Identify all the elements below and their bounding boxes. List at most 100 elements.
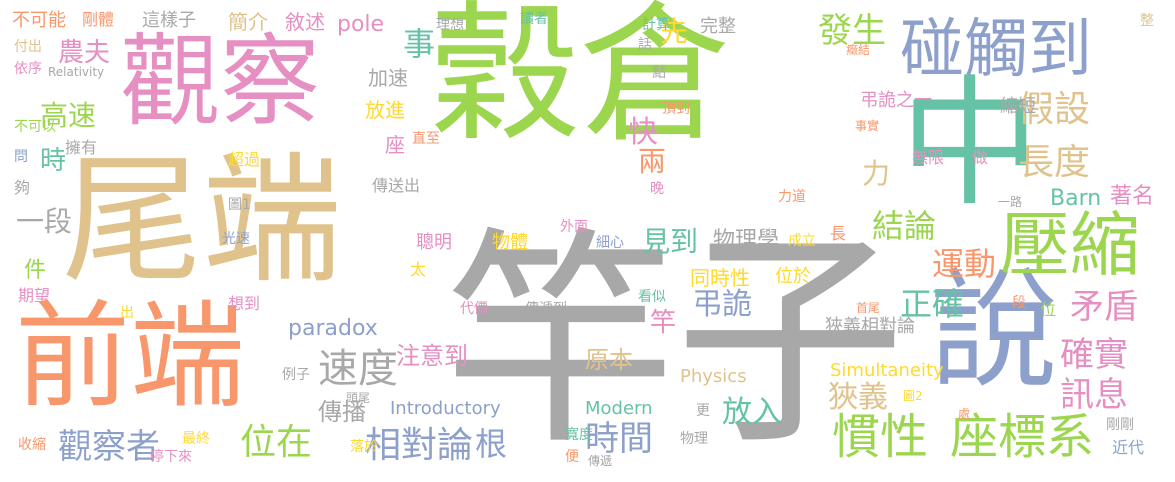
word: 付出 (14, 40, 42, 54)
word: 慣性 (832, 413, 928, 461)
word: 狹義相對論 (825, 318, 915, 336)
word: 超過 (228, 152, 260, 168)
word: 結論 (872, 210, 936, 242)
word: 時間 (585, 422, 653, 456)
word: 細心 (596, 236, 624, 250)
word: 農夫 (58, 40, 110, 66)
word: 位 (1040, 302, 1056, 318)
word: Simultaneity (830, 362, 944, 380)
word: 收縮 (18, 438, 46, 452)
word: 處 (958, 408, 970, 420)
word: 物體 (492, 234, 528, 252)
word: 事 (403, 28, 435, 60)
word: 座 (385, 135, 405, 155)
word: 原本 (585, 348, 633, 372)
word: 落於 (350, 440, 378, 454)
word: 圖1 (228, 198, 251, 212)
word: 物理學 (713, 230, 779, 252)
word: 縮短 (1000, 98, 1036, 116)
word: 剛體 (82, 12, 114, 28)
word: 近代 (1112, 440, 1144, 456)
word: Barn (1050, 188, 1101, 210)
word: 確實 (1060, 338, 1128, 372)
word: 太 (410, 262, 426, 278)
word: Relativity (48, 66, 104, 78)
word: 見到 (642, 228, 698, 256)
word: 晚 (650, 182, 664, 196)
word: 想到 (228, 296, 260, 312)
word: 直至 (412, 132, 440, 146)
word: 整 (1140, 14, 1154, 28)
word: 傳送出 (372, 178, 420, 194)
word: 圖2 (903, 390, 923, 402)
word: 物理 (680, 432, 708, 446)
word: 長 (830, 226, 846, 242)
word: 點 (652, 66, 666, 80)
word: 無限 (912, 150, 944, 166)
word: 壓縮 (1000, 210, 1140, 280)
word: 狹義 (828, 383, 888, 413)
word: Physics (680, 368, 747, 386)
word: 竿 (650, 310, 676, 336)
word: pole (337, 14, 384, 36)
word: Modern (585, 400, 653, 418)
word: 頂到 (662, 102, 690, 116)
word: 長度 (1018, 145, 1090, 181)
word: 件 (24, 260, 46, 282)
word: 出 (120, 306, 134, 320)
word: 話 (638, 38, 652, 52)
word: 首尾 (856, 302, 880, 314)
word: 擁有 (65, 140, 97, 156)
word: 位於 (775, 268, 811, 286)
word: 完整 (700, 18, 736, 36)
word: 相對論 (365, 428, 473, 464)
word: 放進 (365, 100, 405, 120)
word: 力道 (778, 190, 806, 204)
word: 夠 (14, 180, 30, 196)
word: 力 (862, 160, 890, 188)
word: 光速 (222, 232, 250, 246)
word: 不可能 (12, 12, 66, 30)
word: 矛盾 (1070, 290, 1138, 324)
word: 頭尾 (346, 392, 370, 404)
word: 事實 (855, 120, 879, 132)
word: 著名 (1110, 186, 1154, 208)
word: 尾端 (62, 152, 342, 292)
word: 計算 (642, 18, 670, 32)
word: 理想 (436, 18, 464, 32)
word: 這樣子 (142, 12, 196, 30)
word: 代價 (460, 302, 488, 316)
word: 加速 (368, 68, 408, 88)
word: paradox (288, 318, 378, 340)
word: 注意到 (396, 344, 468, 368)
word: 簡介 (228, 12, 268, 32)
word: 傳遞到 (525, 302, 567, 316)
word: 時 (40, 148, 66, 174)
word: 便 (565, 450, 579, 464)
word: 讀者 (520, 12, 548, 26)
word: 訊息 (1060, 378, 1128, 412)
word: 同時性 (690, 268, 750, 288)
word: 外面 (560, 220, 588, 234)
word: 剛剛 (1106, 418, 1134, 432)
word: 座標系 (950, 413, 1094, 461)
word: 快 (628, 118, 658, 148)
word: 期望 (18, 288, 50, 304)
word: 一段 (16, 208, 72, 236)
word: 弔詭之一 (860, 92, 932, 110)
word: 觀察者 (58, 430, 160, 464)
word: 依序 (14, 62, 42, 76)
word: 速度 (318, 349, 398, 389)
word: 兩 (638, 148, 666, 176)
word: 看似 (638, 290, 666, 304)
word: 放入 (722, 398, 782, 428)
word: 聰明 (416, 234, 452, 252)
word: 癥結 (846, 44, 870, 56)
word: 問 (14, 150, 28, 164)
word: 不可以 (14, 120, 56, 134)
word: 運動 (932, 248, 996, 280)
word: Introductory (390, 400, 501, 418)
word: 根 (475, 428, 507, 460)
word: 觀察 (120, 32, 320, 132)
word: 弔詭 (692, 290, 752, 320)
